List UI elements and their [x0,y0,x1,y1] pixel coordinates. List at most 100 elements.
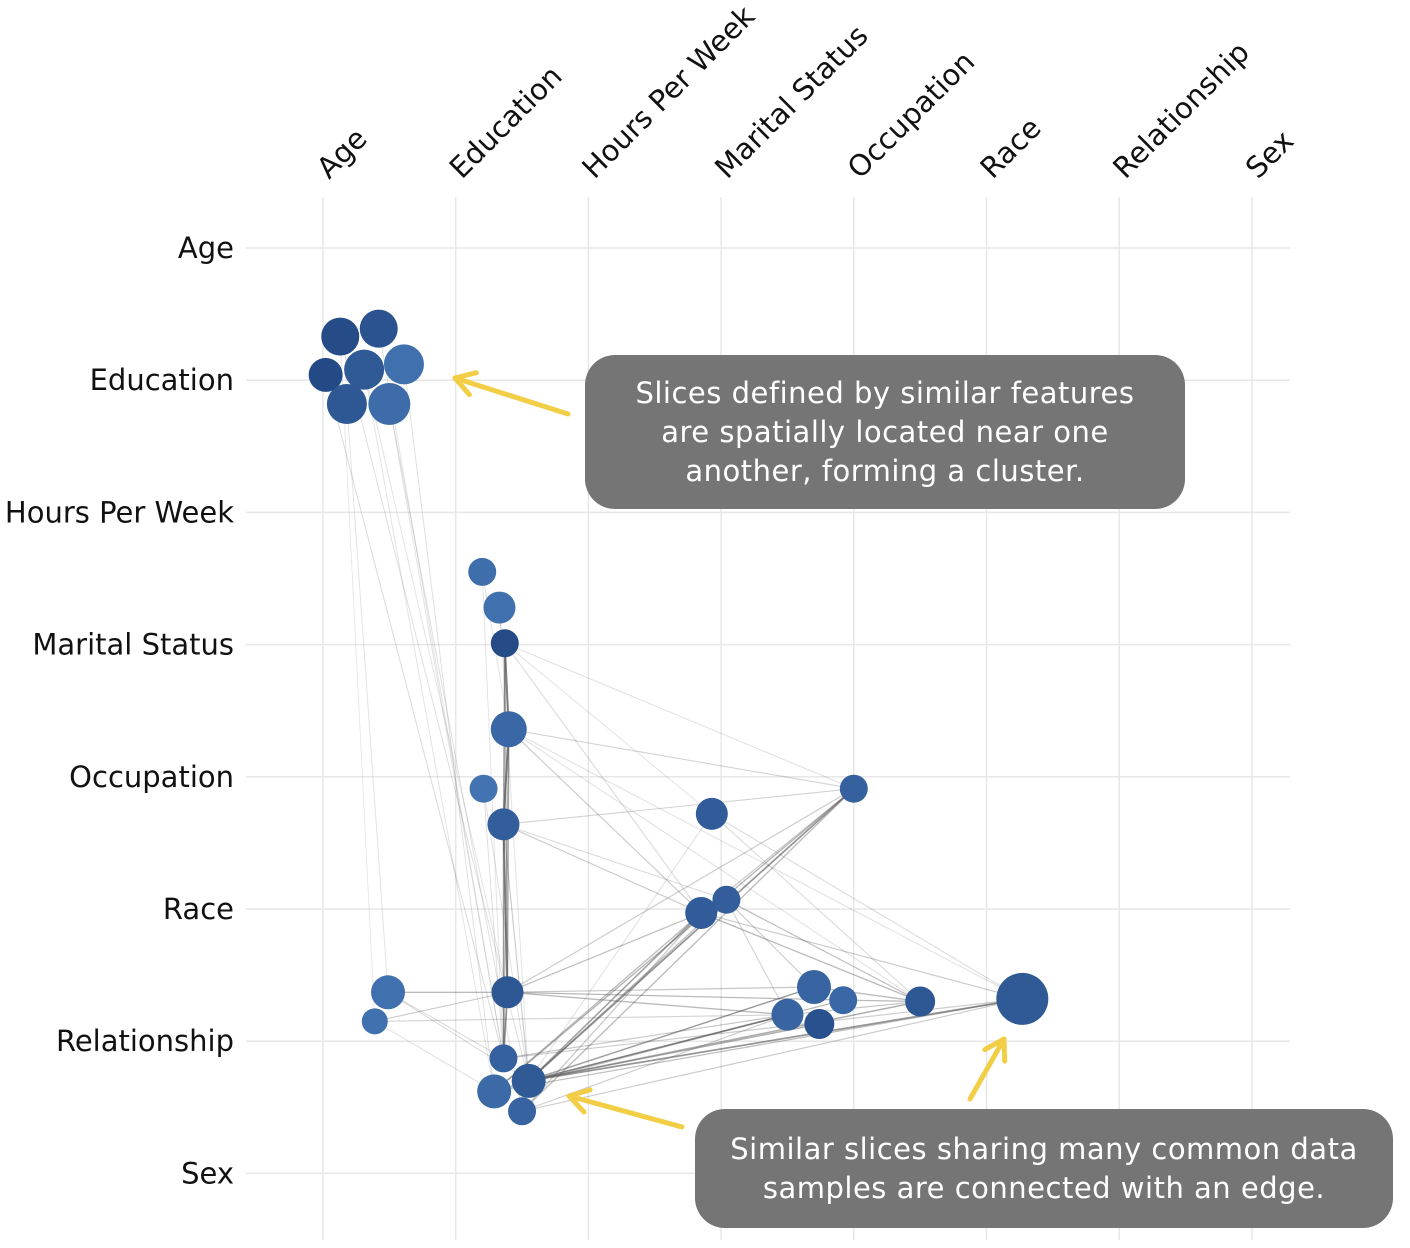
edge-45 [374,1020,495,1092]
cluster-arrow [452,370,571,417]
slice-node-17 [371,975,406,1010]
slice-node-12 [487,808,520,841]
y-tick-label-hours-per-week: Hours Per Week [5,495,234,529]
slice-node-26 [489,1044,518,1073]
cluster-callout-line-1: Slices defined by similar features [635,376,1135,410]
edge-29 [528,986,815,1082]
slice-node-10 [490,711,527,748]
x-tick-label-relationship: Relationship [1106,35,1256,185]
edge-20 [701,912,1023,1000]
edge-21 [507,991,788,1016]
edge-25 [507,788,855,993]
edge-34 [494,998,1023,1093]
edge-arrow-right [967,1036,1008,1102]
slice-node-6 [368,382,411,425]
y-tick-label-race: Race [163,892,234,926]
x-tick-label-age: Age [310,121,374,185]
edge-60 [725,899,815,988]
edge-36 [521,998,1023,1112]
x-tick-label-occupation: Occupation [841,44,982,185]
edge-52 [508,728,921,1002]
edge-callout-line-1: Similar slices sharing many common data [730,1132,1358,1166]
slice-node-21 [829,986,858,1015]
edge-35 [494,986,815,1092]
edge-46 [503,788,854,825]
edge-69 [346,403,389,993]
edge-17 [528,899,727,1082]
edge-72 [363,369,495,1092]
edge-65 [325,374,504,1059]
edge-12 [521,788,855,1112]
edge-67 [403,364,495,1092]
y-tick-label-relationship: Relationship [56,1024,234,1058]
edge-64 [528,813,713,1082]
slice-node-13 [839,774,868,803]
edge-42 [374,1014,788,1022]
edge-5 [506,729,510,993]
slice-node-24 [905,986,936,1017]
slice-node-7 [468,557,497,586]
slice-node-23 [804,1009,835,1040]
edge-48 [503,823,727,901]
edge-55 [504,642,854,790]
edge-78 [499,607,530,1081]
cluster-callout-line-2: are spatially located near one [661,415,1109,449]
slice-node-14 [695,797,728,830]
slice-node-11 [469,774,498,803]
slice-node-20 [796,969,831,1004]
edge-50 [508,728,854,790]
edge-75 [483,788,530,1081]
slice-node-22 [771,998,804,1031]
edge-51 [508,728,702,914]
slice-node-15 [712,885,741,914]
slice-node-29 [508,1097,537,1126]
slice-node-16 [685,896,718,929]
slice-node-0 [321,317,360,356]
edge-16 [521,912,702,1112]
edge-28 [528,1013,788,1082]
annotation-arrows [452,370,1008,1130]
edge-76 [483,788,504,1059]
edge-18 [726,899,921,1003]
y-tick-label-marital-status: Marital Status [32,628,234,662]
slice-node-3 [344,349,385,390]
edge-61 [725,899,788,1016]
edge-19 [700,912,921,1003]
slice-node-1 [359,309,398,348]
edge-54 [504,642,702,914]
edge-73 [388,403,504,1059]
edge-80 [499,607,510,730]
edge-71 [363,369,508,993]
x-tick-label-race: Race [973,111,1047,185]
cluster-callout: Slices defined by similar features are s… [585,355,1185,509]
edge-62 [711,813,1023,1000]
edge-27 [528,998,1023,1082]
edge-47 [503,823,702,914]
edge-57 [813,986,921,1003]
edge-39 [503,998,1023,1059]
edge-56 [504,642,713,815]
slice-node-4 [383,344,424,385]
edge-callout: Similar slices sharing many common data … [695,1109,1393,1228]
slice-node-28 [511,1063,546,1098]
y-tick-label-age: Age [178,231,234,265]
edge-49 [502,824,530,1081]
slice-node-9 [490,629,519,658]
edge-14 [528,912,702,1082]
slice-node-18 [361,1008,388,1035]
slice-node-19 [491,976,524,1009]
edge-38 [503,1014,788,1059]
edge-30 [528,1023,820,1082]
edge-arrow-left [566,1087,685,1130]
edge-43 [387,991,504,1059]
edge-2 [502,824,509,993]
y-tick-label-occupation: Occupation [69,760,234,794]
edge-callout-line-2: samples are connected with an edge. [762,1171,1326,1205]
edge-10 [528,788,855,1082]
edge-41 [374,991,508,1022]
edge-66 [339,336,530,1081]
edge-32 [528,1000,921,1082]
edge-22 [507,986,815,993]
